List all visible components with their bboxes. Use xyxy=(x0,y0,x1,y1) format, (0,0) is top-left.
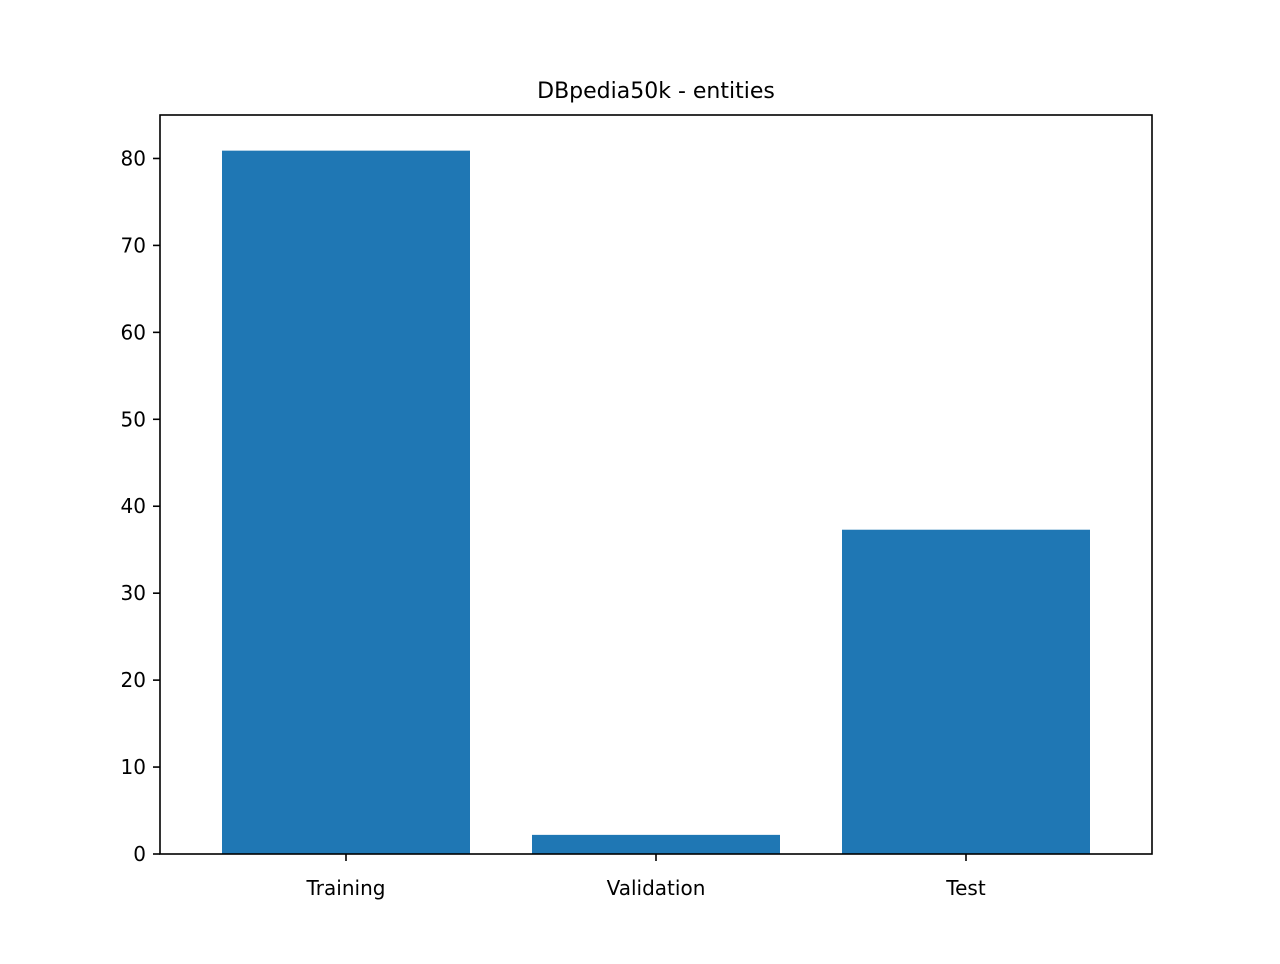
x-tick-label: Training xyxy=(306,876,386,900)
y-tick-label: 30 xyxy=(121,581,146,605)
bar-test xyxy=(842,529,1090,854)
plot-frame xyxy=(159,114,1153,855)
x-axis: Training Validation Test xyxy=(306,854,986,900)
x-tick-label: Test xyxy=(945,876,986,900)
y-axis: 0 10 20 30 40 50 60 70 80 xyxy=(121,146,160,866)
y-tick-label: 0 xyxy=(133,842,146,866)
chart-title: DBpedia50k - entities xyxy=(537,79,775,104)
y-tick-label: 70 xyxy=(121,233,146,257)
y-tick-label: 40 xyxy=(121,494,146,518)
y-tick-label: 80 xyxy=(121,146,146,170)
bar-validation xyxy=(532,834,780,854)
y-tick-label: 10 xyxy=(121,755,146,779)
y-tick-label: 50 xyxy=(121,407,146,431)
plot-area xyxy=(222,150,1090,854)
y-tick-label: 60 xyxy=(121,320,146,344)
bar-training xyxy=(222,150,470,854)
y-tick-label: 20 xyxy=(121,668,146,692)
x-tick-label: Validation xyxy=(607,876,706,900)
